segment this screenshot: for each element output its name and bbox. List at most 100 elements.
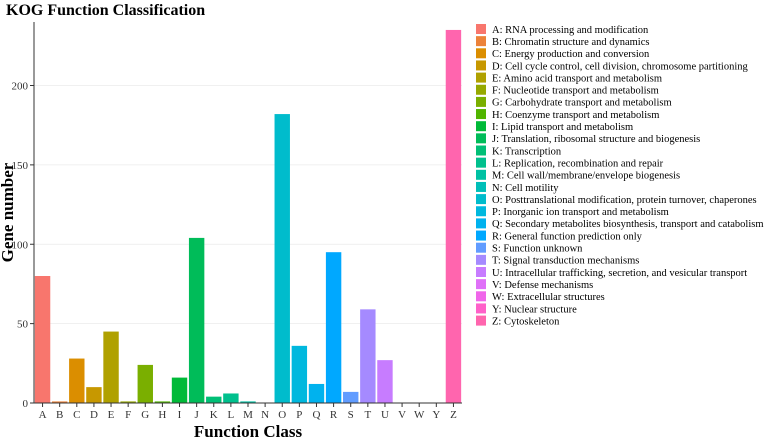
legend-swatch-T [476, 254, 486, 265]
legend-label-L: L: Replication, recombination and repair [492, 158, 664, 169]
legend-label-N: N: Cell motility [492, 183, 559, 194]
x-tick-label-B: B [56, 409, 63, 421]
legend-label-G: G: Carbohydrate transport and metabolism [492, 98, 672, 109]
legend-swatch-M [476, 169, 486, 180]
legend-swatch-O [476, 194, 486, 205]
legend-swatch-C [476, 48, 486, 59]
legend-label-Z: Z: Cytoskeleton [492, 316, 560, 327]
legend-label-D: D: Cell cycle control, cell division, ch… [492, 61, 748, 72]
y-tick-label: 50 [17, 319, 29, 331]
x-tick-label-E: E [108, 409, 115, 421]
bar-S [343, 391, 359, 403]
x-tick-label-Y: Y [432, 409, 440, 421]
legend-label-H: H: Coenzyme transport and metabolism [492, 110, 659, 121]
legend-swatch-H [476, 109, 486, 120]
y-tick-label: 150 [12, 160, 29, 172]
bar-R [325, 252, 342, 403]
y-tick-label: 0 [23, 398, 29, 410]
y-axis-title: Gene number [0, 162, 17, 262]
legend-swatch-D [476, 60, 486, 71]
bar-C [69, 358, 85, 403]
legend-swatch-A [476, 24, 486, 34]
legend-swatch-S [476, 242, 486, 253]
x-tick-label-V: V [398, 409, 406, 421]
bar-I [171, 377, 188, 403]
bar-Z [445, 29, 462, 403]
bar-F [120, 401, 136, 403]
bar-M [240, 401, 256, 403]
legend-label-R: R: General function prediction only [492, 231, 643, 242]
legend-label-W: W: Extracellular structures [492, 292, 605, 303]
legend-swatch-L [476, 157, 486, 168]
legend-swatch-G [476, 96, 486, 107]
x-tick-label-N: N [261, 409, 269, 421]
x-tick-label-Z: Z [450, 409, 457, 421]
legend-label-E: E: Amino acid transport and metabolism [492, 73, 662, 84]
legend-label-M: M: Cell wall/membrane/envelope biogenesi… [492, 171, 680, 182]
legend-label-C: C: Energy production and conversion [492, 49, 650, 60]
legend-label-A: A: RNA processing and modification [492, 25, 649, 36]
legend-swatch-K [476, 145, 486, 156]
x-tick-label-Q: Q [313, 409, 321, 421]
bar-Q [308, 383, 325, 403]
legend-label-J: J: Translation, ribosomal structure and … [492, 134, 700, 145]
bar-L [223, 393, 239, 403]
legend-label-F: F: Nucleotide transport and metabolism [492, 86, 659, 97]
x-tick-label-G: G [141, 409, 149, 421]
legend-label-S: S: Function unknown [492, 244, 583, 255]
bar-H [154, 401, 171, 403]
legend-swatch-B [476, 36, 486, 47]
legend-label-I: I: Lipid transport and metabolism [492, 122, 633, 133]
legend-label-V: V: Defense mechanisms [492, 280, 593, 291]
legend-swatch-J [476, 133, 486, 144]
bar-E [103, 331, 119, 403]
x-tick-label-I: I [178, 409, 182, 421]
legend-label-B: B: Chromatin structure and dynamics [492, 37, 649, 48]
bar-G [137, 364, 153, 403]
x-tick-label-K: K [210, 409, 218, 421]
legend-label-Q: Q: Secondary metabolites biosynthesis, t… [492, 219, 764, 230]
y-tick-label: 100 [12, 239, 29, 251]
legend-swatch-U [476, 267, 486, 277]
legend-swatch-P [476, 206, 486, 217]
bars [34, 29, 462, 403]
x-tick-label-D: D [90, 409, 98, 421]
x-tick-label-R: R [330, 409, 338, 421]
legend-swatch-I [476, 121, 486, 132]
x-axis-title: Function Class [194, 422, 303, 441]
x-tick-label-U: U [381, 409, 389, 421]
legend-label-Y: Y: Nuclear structure [492, 304, 577, 315]
legend-swatch-Q [476, 218, 486, 229]
x-tick-label-O: O [278, 409, 286, 421]
legend-swatch-Z [476, 315, 486, 326]
plot-background [34, 22, 462, 403]
legend-swatch-E [476, 72, 486, 83]
legend-label-P: P: Inorganic ion transport and metabolis… [492, 207, 669, 218]
bar-T [360, 309, 376, 403]
legend-swatch-R [476, 230, 486, 241]
bar-O [274, 114, 290, 403]
y-tick-label: 200 [12, 81, 29, 93]
legend-label-O: O: Posttranslational modification, prote… [492, 195, 757, 206]
x-tick-label-T: T [364, 409, 371, 421]
chart-title: KOG Function Classification [6, 2, 205, 19]
x-tick-label-F: F [125, 409, 131, 421]
x-tick-label-W: W [414, 409, 425, 421]
bar-J [188, 237, 205, 403]
x-tick-label-J: J [194, 409, 199, 421]
bar-D [86, 387, 102, 403]
legend-label-K: K: Transcription [492, 146, 562, 157]
legend-label-T: T: Signal transduction mechanisms [492, 256, 639, 267]
y-axis: 0 50 100 150 200 [12, 22, 35, 410]
legend-swatch-W [476, 291, 486, 302]
legend-swatch-Y [476, 303, 486, 314]
bar-U [377, 360, 393, 403]
bar-K [206, 396, 222, 403]
legend-swatch-V [476, 279, 486, 290]
legend-swatch-N [476, 181, 486, 192]
x-tick-label-P: P [296, 409, 302, 421]
